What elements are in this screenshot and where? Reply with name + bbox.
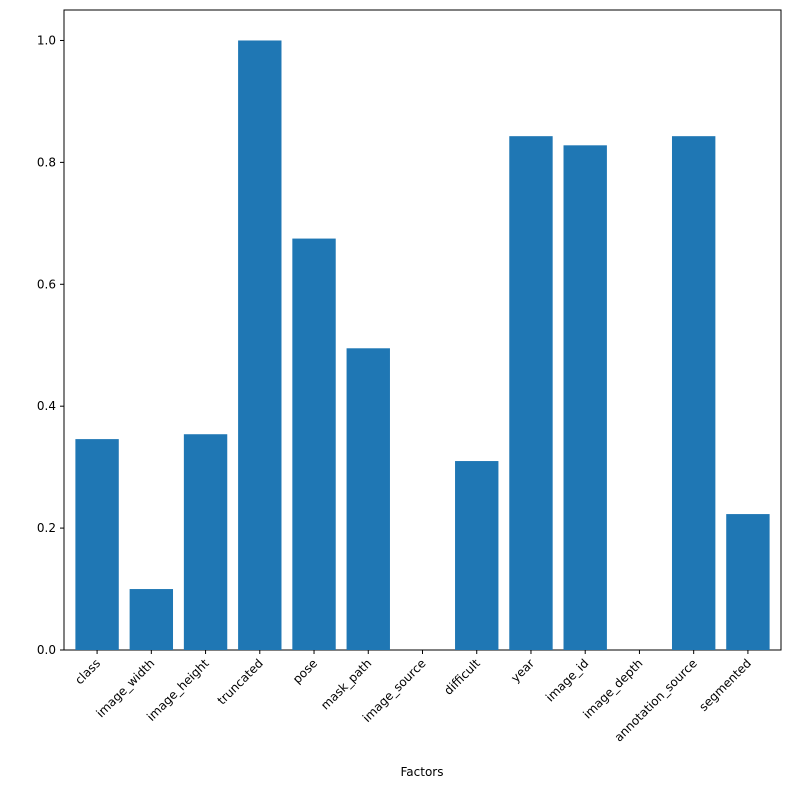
bar: [726, 514, 770, 650]
y-tick-label: 0.8: [37, 155, 56, 169]
bar: [183, 434, 228, 650]
x-tick-label: year: [508, 656, 537, 685]
bar: [238, 40, 282, 650]
x-tick-label: class: [72, 656, 103, 687]
bar: [346, 348, 390, 650]
y-tick-label: 0.2: [37, 521, 56, 535]
bar: [292, 238, 336, 651]
x-tick-label: truncated: [215, 656, 266, 707]
x-tick-label: difficult: [441, 656, 483, 698]
x-tick-label: image_id: [543, 656, 591, 704]
x-axis-label: Factors: [401, 765, 444, 779]
x-tick-label: pose: [290, 656, 320, 686]
bar: [129, 589, 174, 650]
y-tick-label: 0.4: [37, 399, 56, 413]
bar: [563, 145, 607, 651]
x-tick-label: mask_path: [318, 656, 374, 712]
x-tick-label: segmented: [696, 656, 754, 714]
y-tick-label: 0.0: [37, 643, 56, 657]
bar: [671, 136, 716, 650]
bar: [75, 439, 119, 650]
bar: [509, 136, 553, 650]
bar: [455, 461, 499, 650]
y-tick-label: 0.6: [37, 277, 56, 291]
y-tick-label: 1.0: [37, 33, 56, 47]
